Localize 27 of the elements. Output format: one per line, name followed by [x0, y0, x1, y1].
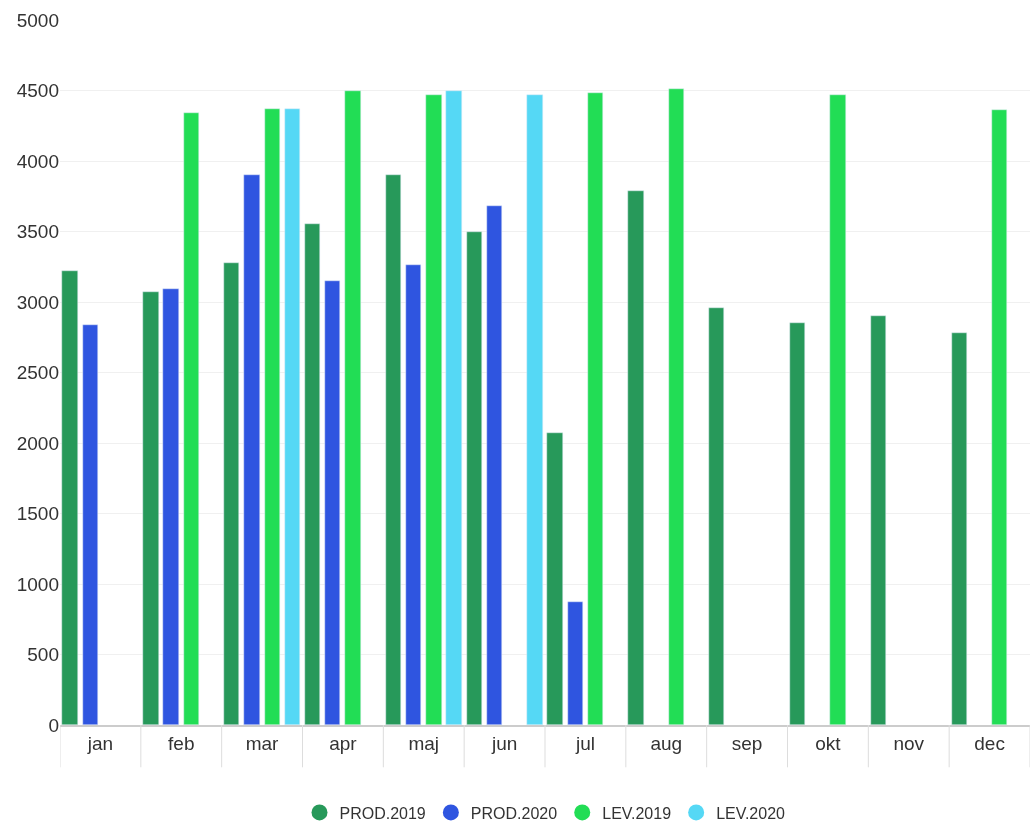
x-tick-label: jul	[574, 732, 595, 754]
y-tick-label: 3500	[16, 221, 59, 243]
x-tick-label: jun	[490, 732, 518, 754]
x-tick-label: maj	[408, 732, 440, 754]
y-tick-label: 500	[27, 644, 59, 666]
x-tick-label: aug	[650, 732, 683, 754]
x-tick-label: sep	[731, 732, 763, 754]
y-tick-label: 3000	[16, 291, 59, 313]
x-tick-label: dec	[974, 732, 1005, 754]
y-tick-label: 2500	[16, 362, 59, 384]
x-tick-label: nov	[893, 732, 925, 754]
x-tick-label: apr	[329, 732, 358, 754]
y-tick-label: 0	[48, 714, 59, 736]
y-tick-label: 5000	[16, 9, 59, 31]
y-tick-label: 1000	[16, 573, 59, 595]
x-tick-label: okt	[815, 732, 842, 754]
y-tick-label: 2000	[16, 432, 59, 454]
legend-label: PROD.2019	[339, 804, 426, 822]
x-tick-label: mar	[245, 732, 280, 754]
legend-label: LEV.2020	[716, 804, 786, 822]
y-tick-label: 4000	[16, 150, 59, 172]
y-tick-label: 4500	[16, 80, 59, 102]
x-tick-label: jan	[86, 732, 114, 754]
legend-label: LEV.2019	[602, 804, 672, 822]
y-tick-label: 1500	[16, 503, 59, 525]
x-tick-label: feb	[168, 732, 195, 754]
legend-label: PROD.2020	[470, 804, 558, 822]
